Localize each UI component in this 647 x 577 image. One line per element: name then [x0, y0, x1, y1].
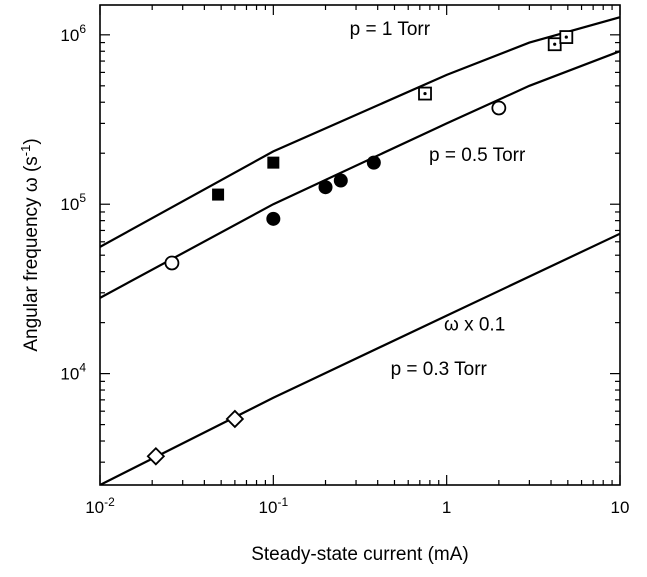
fit-line-2 — [100, 50, 620, 299]
data-markers — [146, 30, 574, 466]
data-point-square-filled — [267, 156, 280, 169]
data-point-circle-open — [491, 100, 507, 116]
data-point-circle-filled — [333, 173, 348, 188]
data-point-diamond-open — [225, 409, 245, 429]
y-tick-label: 105 — [60, 191, 86, 214]
x-tick-label: 10-2 — [85, 495, 115, 517]
data-point-circle-filled — [266, 211, 281, 226]
annotations: p = 1 Torr p = 0.5 Torr ω x 0.1 p = 0.3 Tor… — [350, 19, 526, 380]
plot-frame — [99, 4, 621, 486]
data-point-square-dot-dot — [423, 91, 427, 96]
data-point-circle-filled — [366, 155, 381, 170]
data-point-square-dot-dot — [564, 35, 568, 39]
x-tick-label: 1 — [442, 498, 451, 517]
x-tick-label: 10-1 — [259, 495, 289, 517]
y-axis-label-close: ) — [21, 138, 42, 144]
fit-line-1 — [100, 16, 620, 248]
annotation: p = 0.3 Torr — [391, 359, 488, 380]
y-tick-label: 106 — [60, 22, 86, 45]
y-axis-label-sup: -1 — [18, 145, 33, 157]
x-axis-label: Steady-state current (mA) — [251, 544, 469, 565]
annotation: p = 1 Torr — [350, 19, 431, 40]
x-tick-label: 10 — [611, 498, 630, 517]
data-point-circle-filled — [318, 180, 333, 195]
y-tick-label: 104 — [60, 361, 86, 384]
annotation: p = 0.5 Torr — [429, 145, 526, 166]
axis-ticks: 10-2 10-1 1 10 104 105 106 — [60, 5, 629, 517]
data-point-square-dot-dot — [553, 42, 557, 46]
annotation: ω x 0.1 — [444, 314, 505, 335]
y-axis-label-main: Angular frequency ω (s — [21, 156, 42, 351]
y-axis-label: Angular frequency ω (s-1) — [18, 138, 42, 351]
data-point-circle-open — [164, 255, 180, 271]
data-point-square-filled — [212, 188, 225, 201]
data-point-diamond-open — [146, 447, 166, 466]
fit-lines — [100, 16, 620, 485]
fit-line-3 — [100, 232, 620, 485]
